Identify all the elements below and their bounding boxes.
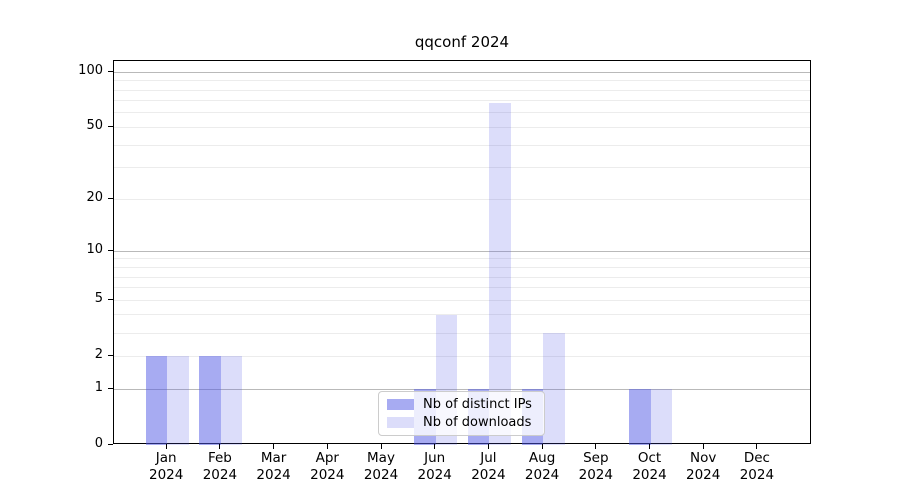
x-tick-mark: [649, 444, 650, 449]
y-tick-mark: [108, 298, 113, 300]
gridline-minor: [114, 89, 810, 91]
x-tick-label-year: 2024: [578, 467, 613, 483]
x-tick-mark: [219, 444, 221, 449]
legend-label-downloads: Nb of downloads: [423, 415, 532, 430]
x-tick-mark: [487, 444, 489, 449]
y-tick-label: 0: [94, 436, 103, 451]
bar-distinct-ips: [145, 356, 168, 445]
x-tick-label: Apr 2024: [287, 450, 367, 484]
x-tick-label: Mar 2024: [234, 450, 314, 484]
x-tick-label-year: 2024: [739, 467, 775, 483]
x-tick-label: Oct 2024: [610, 450, 690, 484]
x-tick-label: Aug 2024: [502, 450, 582, 484]
x-tick-label: Nov 2024: [663, 450, 743, 484]
x-tick-mark: [541, 444, 543, 449]
bar-distinct-ips: [629, 389, 651, 445]
bar-distinct-ips: [199, 356, 221, 445]
x-tick-mark: [595, 444, 597, 449]
x-tick-mark: [434, 444, 436, 449]
gridline-major: [114, 71, 810, 73]
bar-downloads: [543, 333, 565, 445]
y-tick-mark: [108, 387, 113, 389]
x-tick-label: Jul 2024: [448, 450, 528, 484]
y-tick-label: 2: [94, 347, 103, 363]
x-tick-mark: [165, 444, 167, 449]
x-tick-mark: [702, 444, 704, 449]
x-tick-label-year: 2024: [686, 467, 721, 483]
gridline-minor: [114, 332, 810, 334]
x-tick-label-year: 2024: [310, 467, 345, 483]
y-tick-mark: [108, 70, 113, 72]
y-tick-label: 50: [86, 118, 103, 134]
y-tick-mark: [108, 197, 113, 199]
plot-area: [113, 60, 811, 445]
x-tick-label-year: 2024: [149, 467, 184, 483]
y-tick-label: 100: [78, 63, 103, 79]
gridline-minor: [114, 287, 810, 289]
legend-item-downloads: Nb of downloads: [387, 415, 536, 430]
gridline-minor: [114, 167, 810, 169]
x-tick-mark: [326, 444, 328, 449]
legend-swatch-distinct-ips: [387, 399, 414, 410]
gridline-minor: [114, 144, 810, 146]
y-tick-mark: [108, 443, 113, 445]
y-tick-mark: [108, 125, 113, 127]
gridline-major: [114, 250, 810, 252]
gridline-major: [114, 388, 810, 390]
x-tick-label-year: 2024: [471, 467, 506, 483]
x-tick-label: Dec 2024: [717, 450, 797, 484]
bar-downloads: [650, 389, 672, 445]
x-tick-label: Jan 2024: [126, 450, 206, 484]
gridline-minor: [114, 314, 810, 316]
x-tick-label: Feb 2024: [180, 450, 260, 484]
legend-item-distinct-ips: Nb of distinct IPs: [387, 397, 536, 412]
x-tick-label: Jun 2024: [395, 450, 475, 484]
chart-title: qqconf 2024: [414, 33, 510, 51]
x-tick-mark: [756, 444, 758, 449]
gridline-minor: [114, 126, 810, 128]
x-tick-label-year: 2024: [202, 467, 238, 483]
gridline-minor: [114, 198, 810, 200]
gridline-minor: [114, 355, 810, 357]
bar-downloads: [220, 356, 243, 445]
gridline-minor: [114, 258, 810, 260]
y-tick-label: 5: [94, 291, 103, 307]
legend: Nb of distinct IPs Nb of downloads: [378, 391, 545, 436]
x-tick-label-year: 2024: [256, 467, 291, 483]
bar-downloads: [167, 356, 189, 445]
x-tick-label: Sep 2024: [556, 450, 636, 484]
gridline-minor: [114, 299, 810, 301]
x-tick-label-year: 2024: [363, 467, 399, 483]
y-tick-mark: [108, 249, 113, 251]
gridline-minor: [114, 112, 810, 114]
gridline-minor: [114, 80, 810, 82]
legend-label-distinct-ips: Nb of distinct IPs: [423, 397, 532, 412]
legend-swatch-downloads: [387, 417, 414, 428]
x-tick-label-year: 2024: [632, 467, 667, 483]
bar-downloads: [489, 102, 511, 445]
gridline-minor: [114, 267, 810, 268]
x-tick-mark: [380, 444, 382, 449]
gridline-minor: [114, 276, 810, 278]
gridline-minor: [114, 100, 810, 102]
y-tick-mark: [108, 354, 113, 356]
y-tick-label: 20: [86, 190, 103, 206]
x-tick-label: May 2024: [341, 450, 421, 484]
y-tick-label: 10: [86, 242, 103, 258]
y-tick-label: 1: [94, 380, 103, 395]
x-tick-label-year: 2024: [524, 467, 560, 483]
x-tick-label-year: 2024: [417, 467, 452, 483]
x-tick-mark: [273, 444, 275, 449]
